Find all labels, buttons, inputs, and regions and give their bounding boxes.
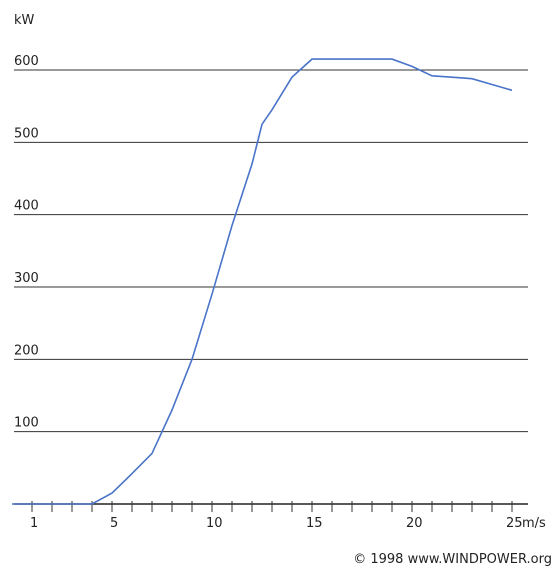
x-tick-label-1: 1 [30, 516, 38, 531]
y-tick-label-600: 600 [14, 54, 39, 69]
power-curve-line [12, 58, 513, 505]
x-tick-label-10: 10 [206, 516, 223, 531]
x-tick-label-20: 20 [406, 516, 423, 531]
y-tick-label-300: 300 [14, 271, 39, 286]
y-tick-label-400: 400 [14, 199, 39, 214]
x-ticks: 1 5 10 15 20 25 [30, 501, 523, 531]
y-tick-label-200: 200 [14, 343, 39, 358]
y-axis-label: kW [14, 13, 35, 28]
x-tick-label-5: 5 [110, 516, 118, 531]
x-tick-label-25: 25 [506, 516, 523, 531]
y-tick-labels: 100 200 300 400 500 600 [14, 54, 39, 431]
x-tick-label-15: 15 [306, 516, 323, 531]
copyright-credit: © 1998 www.WINDPOWER.org [353, 552, 552, 567]
y-tick-label-100: 100 [14, 416, 39, 431]
grid-lines [14, 69, 528, 433]
x-axis-unit: m/s [522, 516, 546, 531]
y-tick-label-500: 500 [14, 126, 39, 141]
